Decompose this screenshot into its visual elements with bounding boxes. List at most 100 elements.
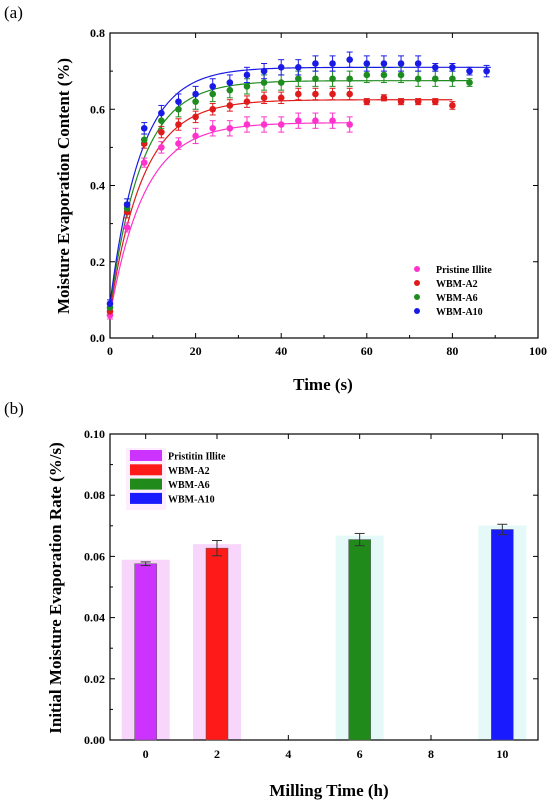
- panel-b-legend-label: Pristitin Illite: [168, 452, 226, 463]
- panel-a-y-axis-title: Moisture Evaporation Content (%): [54, 58, 73, 314]
- panel-a-legend-label: WBM-A10: [436, 307, 483, 318]
- panel-a-data-point: [295, 64, 302, 71]
- panel-b-bar: [205, 547, 229, 741]
- panel-a-data-point: [483, 67, 490, 75]
- panel-a-data-point: [140, 159, 148, 166]
- panel-a-data-point: [209, 125, 217, 132]
- panel-a-data-point: [158, 128, 165, 136]
- panel-a-data-point: [192, 98, 199, 105]
- panel-a-data-point: [192, 113, 199, 121]
- panel-a-legend-marker: [414, 308, 420, 314]
- panel-a-data-point: [277, 79, 285, 86]
- panel-a-data-point: [414, 98, 422, 105]
- panel-b-legend-label: WBM-A10: [168, 494, 215, 505]
- panel-a-data-point: [158, 144, 165, 151]
- panel-a-data-point: [260, 121, 268, 128]
- panel-a-data-point: [346, 90, 353, 98]
- panel-a-data-point: [243, 121, 251, 128]
- panel-b-legend-swatch: [130, 478, 162, 490]
- panel-a-data-point: [431, 64, 439, 71]
- panel-a-data-point: [226, 86, 234, 94]
- panel-b-bar: [134, 563, 157, 741]
- panel-a-y-tick-label: 0.4: [90, 179, 105, 193]
- panel-a-data-point: [277, 94, 285, 102]
- panel-a-data-point: [346, 121, 353, 128]
- panel-a-data-point: [175, 140, 182, 147]
- panel-a-data-point: [466, 67, 473, 75]
- panel-a-data-point: [140, 125, 148, 132]
- panel-a-data-point: [363, 98, 371, 105]
- panel-a-x-axis-title: Time (s): [293, 375, 353, 394]
- panel-a-data-point: [106, 300, 114, 307]
- panel-a-x-tick-label: 20: [190, 344, 202, 358]
- panel-b-y-tick-label: 0.02: [84, 672, 105, 686]
- panel-a-data-point: [243, 83, 251, 90]
- panel-a-data-point: [380, 71, 388, 79]
- panel-a-data-point: [140, 136, 148, 144]
- panel-b-y-tick-label: 0.04: [84, 611, 105, 625]
- panel-a-x-tick-label: 0: [107, 344, 113, 358]
- panel-a-data-point: [209, 90, 217, 98]
- panel-a-data-point: [329, 117, 336, 124]
- panel-a-data-point: [175, 121, 182, 128]
- panel-a-label: (a): [4, 3, 23, 22]
- panel-a-data-point: [277, 121, 285, 128]
- panel-a-data-point: [209, 105, 217, 113]
- panel-a-data-point: [397, 60, 405, 67]
- panel-b-x-tick-label: 8: [428, 747, 434, 761]
- panel-a-legend-marker: [414, 280, 420, 286]
- panel-a-data-point: [123, 201, 131, 208]
- panel-b-x-tick-label: 4: [285, 747, 291, 761]
- panel-b-y-axis-title: Initial Moisture Evaporation Rate (%/s): [46, 442, 65, 734]
- panel-a-data-point: [192, 90, 199, 98]
- panel-b-x-tick-label: 6: [357, 747, 363, 761]
- panel-a-data-point: [449, 102, 456, 109]
- panel-a-data-point: [209, 83, 217, 90]
- panel-b-legend-swatch: [130, 450, 162, 461]
- panel-a-data-point: [158, 117, 165, 124]
- panel-a-fit-curve: [109, 80, 470, 308]
- panel-a-data-point: [192, 132, 199, 140]
- panel-b-y-tick-label: 0.06: [84, 549, 105, 563]
- panel-a-data-point: [380, 60, 388, 67]
- panel-a-data-point: [363, 60, 371, 67]
- panel-b-legend-label: WBM-A6: [168, 480, 210, 491]
- panel-b-label: (b): [4, 399, 24, 418]
- panel-a-data-point: [226, 125, 234, 132]
- panel-a-data-point: [295, 90, 302, 98]
- panel-b-legend-swatch: [130, 492, 162, 504]
- panel-a-data-point: [380, 94, 388, 102]
- panel-b-legend-label: WBM-A2: [168, 466, 210, 477]
- panel-a-y-tick-label: 0.0: [90, 331, 105, 345]
- panel-a-data-point: [329, 90, 336, 98]
- panel-a-data-point: [363, 71, 371, 79]
- panel-a-x-tick-label: 100: [529, 344, 547, 358]
- panel-a-data-point: [295, 117, 302, 124]
- panel-a-y-tick-label: 0.2: [90, 255, 105, 269]
- panel-a-data-point: [260, 79, 268, 86]
- panel-a-data-point: [243, 98, 251, 105]
- panel-a-y-tick-label: 0.8: [90, 26, 105, 40]
- panel-b-bar: [491, 529, 514, 741]
- panel-a-data-point: [175, 98, 182, 105]
- panel-a-data-point: [277, 64, 285, 71]
- panel-a-data-point: [260, 94, 268, 102]
- panel-a-x-tick-label: 60: [361, 344, 373, 358]
- panel-a-data-point: [449, 75, 456, 83]
- panel-b-x-tick-label: 2: [214, 747, 220, 761]
- panel-a-data-point: [312, 117, 319, 124]
- panel-a-y-tick-label: 0.6: [90, 102, 105, 116]
- panel-b-y-tick-label: 0.10: [84, 427, 105, 441]
- panel-a-data-point: [312, 75, 319, 83]
- panel-a-x-tick-label: 80: [446, 344, 458, 358]
- panel-a-legend-label: WBM-A2: [436, 279, 478, 290]
- panel-a-data-point: [123, 224, 131, 231]
- panel-a-data-point: [329, 60, 336, 67]
- panel-a-data-point: [226, 79, 234, 86]
- panel-a-data-point: [158, 109, 165, 117]
- panel-a-legend-label: WBM-A6: [436, 293, 478, 304]
- panel-a-data-point: [226, 102, 234, 109]
- panel-a-data-point: [449, 64, 456, 71]
- panel-b-x-tick-label: 0: [143, 747, 149, 761]
